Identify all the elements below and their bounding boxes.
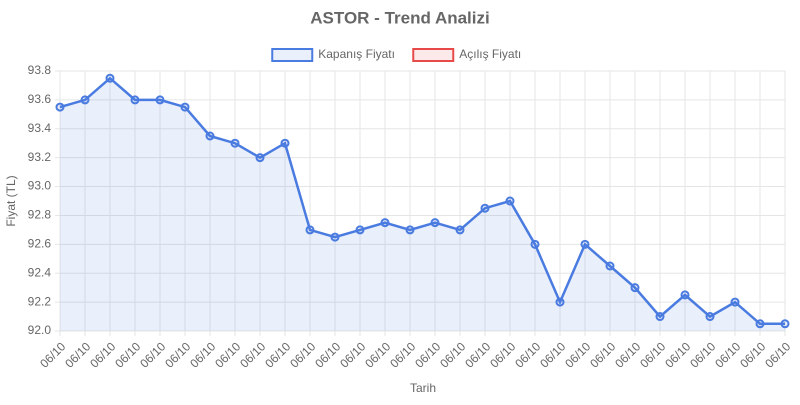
y-tick-label: 92.0 (28, 323, 52, 337)
x-tick-label: 06/10 (312, 339, 343, 370)
x-tick-label: 06/10 (37, 339, 68, 370)
x-tick-label: 06/10 (462, 339, 493, 370)
x-tick-label: 06/10 (237, 339, 268, 370)
x-tick-label: 06/10 (637, 339, 668, 370)
legend-label: Kapanış Fiyatı (318, 47, 395, 61)
point (655, 312, 665, 322)
point (355, 225, 365, 235)
point (505, 196, 515, 206)
point (605, 261, 615, 271)
x-tick-label: 06/10 (487, 339, 518, 370)
point (755, 319, 765, 329)
x-tick-label: 06/10 (212, 339, 243, 370)
point (205, 131, 215, 141)
y-tick-label: 93.8 (28, 63, 52, 77)
x-tick-label: 06/10 (287, 339, 318, 370)
area (60, 78, 785, 331)
y-tick-label: 93.0 (28, 179, 52, 193)
x-tick-label: 06/10 (362, 339, 393, 370)
point (55, 102, 65, 112)
point (280, 138, 290, 148)
legend-swatch (271, 48, 314, 62)
x-tick-label: 06/10 (687, 339, 718, 370)
x-tick-label: 06/10 (62, 339, 93, 370)
x-tick-label: 06/10 (437, 339, 468, 370)
x-tick-label: 06/10 (562, 339, 593, 370)
y-tick-label: 93.6 (28, 92, 52, 106)
point (780, 319, 790, 329)
point (555, 297, 565, 307)
x-tick-label: 06/10 (662, 339, 693, 370)
x-tick-label: 06/10 (712, 339, 743, 370)
x-tick-label: 06/10 (262, 339, 293, 370)
point (480, 203, 490, 213)
legend-swatch (412, 48, 455, 62)
point (255, 153, 265, 163)
x-tick-label: 06/10 (412, 339, 443, 370)
point (455, 225, 465, 235)
x-tick-label: 06/10 (162, 339, 193, 370)
x-tick-label: 06/10 (112, 339, 143, 370)
point (430, 218, 440, 228)
y-tick-label: 92.2 (28, 294, 52, 308)
point (155, 95, 165, 105)
x-tick-label: 06/10 (337, 339, 368, 370)
point (705, 312, 715, 322)
y-axis-label: Fiyat (TL) (4, 175, 18, 226)
point (130, 95, 140, 105)
point (330, 232, 340, 242)
y-tick-label: 92.8 (28, 208, 52, 222)
x-tick-label: 06/10 (187, 339, 218, 370)
point (180, 102, 190, 112)
point (630, 283, 640, 293)
point (80, 95, 90, 105)
x-tick-label: 06/10 (737, 339, 768, 370)
chart-title: ASTOR - Trend Analizi (310, 8, 489, 27)
x-tick-label: 06/10 (537, 339, 568, 370)
point (580, 239, 590, 249)
legend-label: Açılış Fiyatı (459, 47, 521, 61)
y-tick-label: 93.2 (28, 150, 52, 164)
point (680, 290, 690, 300)
x-tick-label: 06/10 (612, 339, 643, 370)
x-axis-label: Tarih (410, 381, 436, 395)
point (730, 297, 740, 307)
point (405, 225, 415, 235)
x-tick-label: 06/10 (587, 339, 618, 370)
y-tick-label: 92.6 (28, 237, 52, 251)
x-tick-label: 06/10 (87, 339, 118, 370)
point (380, 218, 390, 228)
x-tick-label: 06/10 (512, 339, 543, 370)
y-tick-label: 92.4 (28, 265, 52, 279)
x-tick-label: 06/10 (762, 339, 793, 370)
x-tick-label: 06/10 (387, 339, 418, 370)
x-tick-label: 06/10 (137, 339, 168, 370)
point (230, 138, 240, 148)
y-tick-label: 93.4 (28, 121, 52, 135)
point (105, 73, 115, 83)
point (305, 225, 315, 235)
point (530, 239, 540, 249)
